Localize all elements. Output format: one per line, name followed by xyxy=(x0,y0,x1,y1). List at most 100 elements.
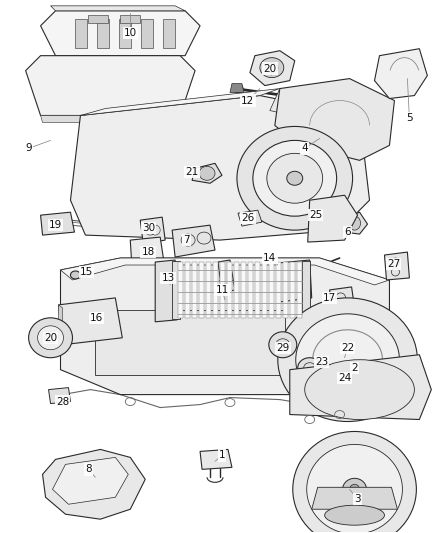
Polygon shape xyxy=(262,262,267,318)
Polygon shape xyxy=(312,487,397,509)
Text: 16: 16 xyxy=(90,313,103,323)
Ellipse shape xyxy=(325,505,385,525)
Polygon shape xyxy=(59,298,122,345)
Polygon shape xyxy=(172,225,215,257)
Ellipse shape xyxy=(307,445,403,533)
Text: 22: 22 xyxy=(341,343,354,353)
Polygon shape xyxy=(290,262,295,318)
Polygon shape xyxy=(250,51,295,86)
Text: 17: 17 xyxy=(323,293,336,303)
Polygon shape xyxy=(53,457,128,504)
Text: 29: 29 xyxy=(276,343,290,353)
Ellipse shape xyxy=(278,298,417,422)
Polygon shape xyxy=(60,258,389,285)
Polygon shape xyxy=(269,262,274,318)
Polygon shape xyxy=(234,262,239,318)
Text: 25: 25 xyxy=(309,210,322,220)
Polygon shape xyxy=(278,260,312,302)
Ellipse shape xyxy=(267,154,323,203)
Polygon shape xyxy=(185,262,190,318)
Ellipse shape xyxy=(278,93,286,99)
Text: 24: 24 xyxy=(338,373,351,383)
Text: 23: 23 xyxy=(315,357,328,367)
Polygon shape xyxy=(41,11,200,55)
Polygon shape xyxy=(192,163,222,183)
Polygon shape xyxy=(374,49,427,99)
Ellipse shape xyxy=(253,140,337,216)
Text: 2: 2 xyxy=(351,362,358,373)
Ellipse shape xyxy=(71,271,81,279)
Text: 11: 11 xyxy=(215,285,229,295)
Ellipse shape xyxy=(343,478,367,500)
Polygon shape xyxy=(385,252,410,280)
Polygon shape xyxy=(335,375,361,393)
Polygon shape xyxy=(95,310,285,375)
Polygon shape xyxy=(41,116,195,123)
Ellipse shape xyxy=(45,333,57,343)
Ellipse shape xyxy=(260,58,284,78)
Polygon shape xyxy=(276,262,281,318)
Polygon shape xyxy=(290,355,431,419)
Polygon shape xyxy=(60,258,389,394)
Text: 27: 27 xyxy=(387,259,400,269)
Polygon shape xyxy=(130,237,165,273)
Polygon shape xyxy=(140,217,165,244)
Text: 4: 4 xyxy=(301,143,308,154)
Polygon shape xyxy=(238,210,262,226)
Polygon shape xyxy=(275,78,395,160)
Text: 13: 13 xyxy=(162,273,175,283)
Ellipse shape xyxy=(237,126,353,230)
Text: 20: 20 xyxy=(44,333,57,343)
Polygon shape xyxy=(88,15,108,23)
Ellipse shape xyxy=(350,484,360,494)
Text: 14: 14 xyxy=(263,253,276,263)
Bar xyxy=(172,261,180,319)
Text: 26: 26 xyxy=(241,213,254,223)
Text: 7: 7 xyxy=(183,235,189,245)
Text: 28: 28 xyxy=(56,397,69,407)
Polygon shape xyxy=(119,19,131,47)
Polygon shape xyxy=(218,260,235,293)
Polygon shape xyxy=(178,262,183,318)
Polygon shape xyxy=(49,387,71,403)
Polygon shape xyxy=(141,19,153,47)
Polygon shape xyxy=(71,95,370,240)
Polygon shape xyxy=(213,262,218,318)
Polygon shape xyxy=(25,55,195,116)
Polygon shape xyxy=(41,212,74,235)
Polygon shape xyxy=(220,262,225,318)
Polygon shape xyxy=(283,262,288,318)
Text: 30: 30 xyxy=(141,223,155,233)
Ellipse shape xyxy=(296,314,399,406)
Ellipse shape xyxy=(305,360,414,419)
Polygon shape xyxy=(345,212,367,234)
Polygon shape xyxy=(75,19,88,47)
Polygon shape xyxy=(270,88,370,131)
Bar xyxy=(302,261,310,319)
Ellipse shape xyxy=(28,318,72,358)
Polygon shape xyxy=(120,15,140,23)
Ellipse shape xyxy=(287,171,303,185)
Polygon shape xyxy=(97,19,110,47)
Polygon shape xyxy=(155,260,177,322)
Polygon shape xyxy=(192,262,197,318)
Text: 3: 3 xyxy=(354,494,361,504)
Text: 12: 12 xyxy=(241,95,254,106)
Polygon shape xyxy=(50,6,185,11)
Text: 5: 5 xyxy=(406,114,413,124)
Text: 18: 18 xyxy=(141,247,155,257)
Polygon shape xyxy=(248,262,253,318)
Text: 10: 10 xyxy=(124,28,137,38)
Ellipse shape xyxy=(349,216,360,230)
Text: 20: 20 xyxy=(263,63,276,74)
Polygon shape xyxy=(163,19,175,47)
Polygon shape xyxy=(255,262,260,318)
Ellipse shape xyxy=(233,85,243,93)
Text: 21: 21 xyxy=(185,167,199,177)
Ellipse shape xyxy=(38,326,64,350)
Ellipse shape xyxy=(298,358,321,378)
Text: 9: 9 xyxy=(25,143,32,154)
Polygon shape xyxy=(241,262,246,318)
Polygon shape xyxy=(200,449,232,470)
Polygon shape xyxy=(81,88,280,116)
